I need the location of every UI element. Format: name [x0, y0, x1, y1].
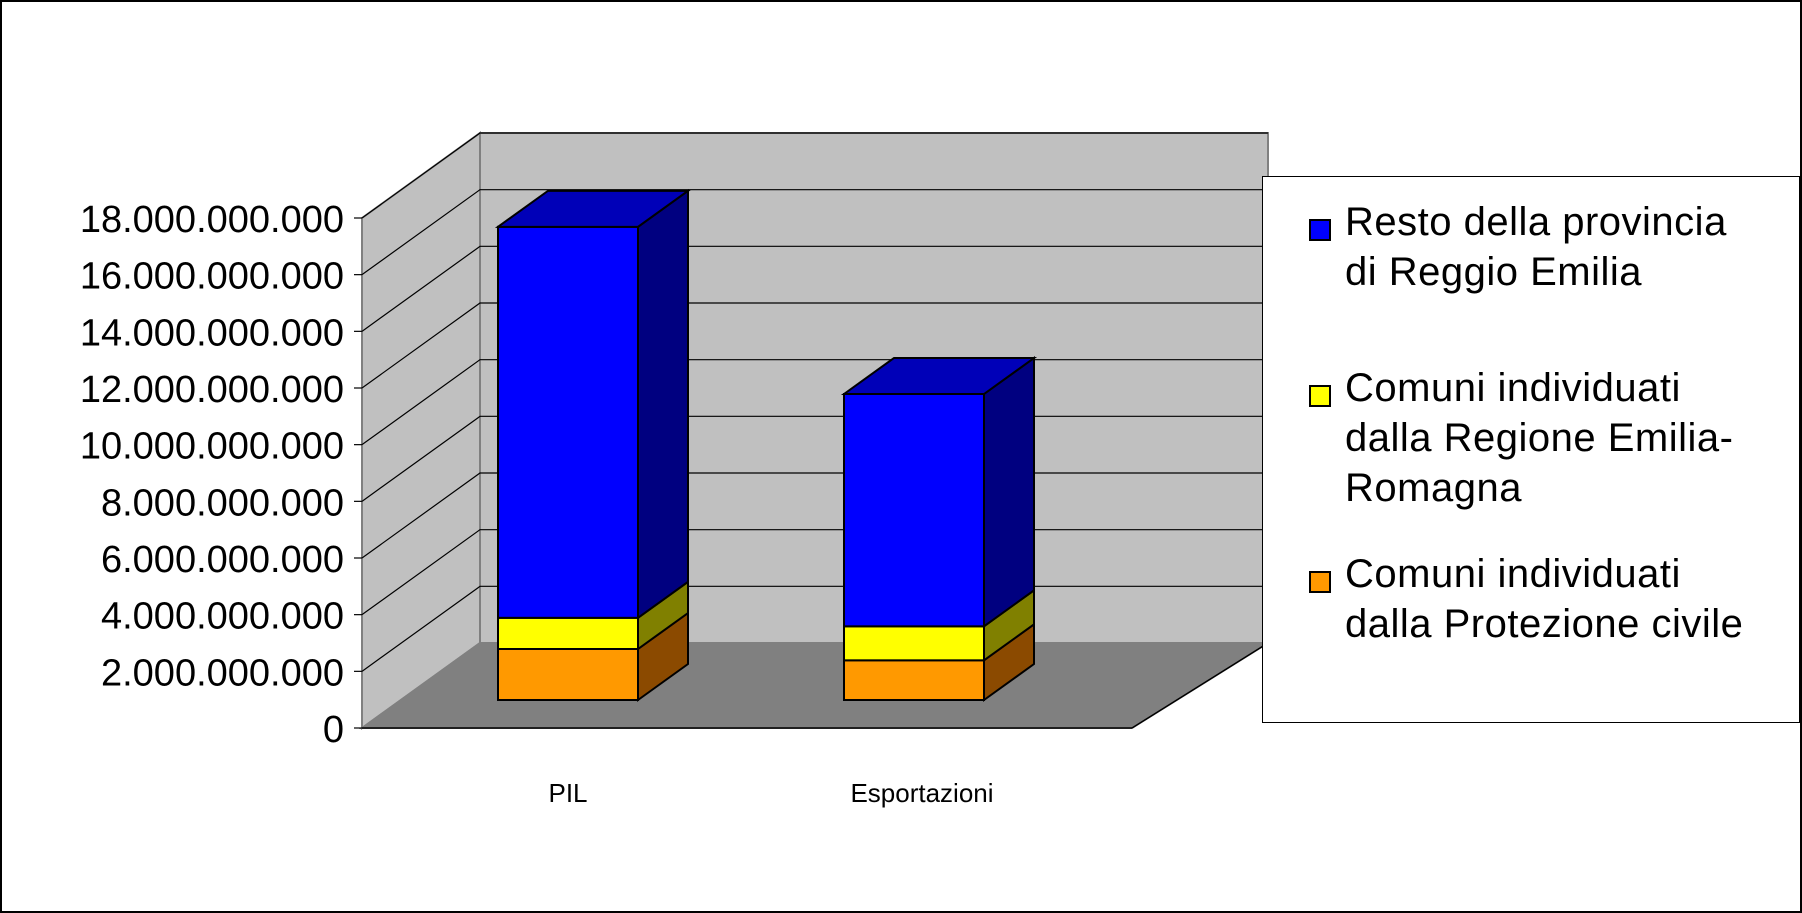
- bar-segment: [497, 648, 639, 701]
- bar-segment: [843, 659, 985, 701]
- legend-label-line: dalla Protezione civile: [1345, 602, 1744, 646]
- x-tick-label: PIL: [548, 778, 587, 808]
- bar-segment: [497, 616, 639, 650]
- y-tick-label: 10.000.000.000: [80, 426, 344, 468]
- legend-label-protezione: Comuni individuati dalla Protezione civi…: [1345, 549, 1795, 649]
- gridline: [361, 189, 1268, 276]
- y-axis-ticks: 0 2.000.000.000 4.000.000.000 6.000.000.000…: [80, 199, 362, 751]
- bar-top: [494, 189, 692, 228]
- floor-right-edge: [1131, 642, 1269, 729]
- y-tick-label: 16.000.000.000: [80, 256, 344, 298]
- bar-segment: [843, 625, 985, 662]
- y-tick-label: 8.000.000.000: [101, 482, 344, 524]
- legend-label-line: Comuni individuati: [1345, 366, 1681, 410]
- legend-swatch-protezione: [1309, 571, 1331, 593]
- legend-label-regione: Comuni individuati dalla Regione Emilia-…: [1345, 363, 1795, 513]
- legend-label-resto: Resto della provincia di Reggio Emilia: [1345, 197, 1795, 297]
- legend-swatch-resto: [1309, 219, 1331, 241]
- y-tick-label: 14.000.000.000: [80, 312, 344, 354]
- legend-label-line: Comuni individuati: [1345, 552, 1681, 596]
- y-tick-label: 4.000.000.000: [101, 596, 344, 638]
- legend-label-line: Romagna: [1345, 466, 1522, 510]
- gridline: [361, 302, 1268, 389]
- legend-swatch-regione: [1309, 385, 1331, 407]
- bar-segment: [497, 225, 639, 619]
- x-axis-ticks: PIL Esportazioni: [548, 778, 993, 808]
- side-wall: [361, 131, 481, 730]
- legend-label-line: Resto della provincia: [1345, 200, 1727, 244]
- bar-segment-side: [983, 356, 1035, 629]
- legend-label-line: dalla Regione Emilia-: [1345, 416, 1734, 460]
- legend-label-line: di Reggio Emilia: [1345, 250, 1643, 294]
- legend: Resto della provincia di Reggio Emilia C…: [1262, 176, 1800, 723]
- x-tick-label: Esportazioni: [850, 778, 993, 808]
- y-tick-label: 0: [323, 709, 344, 751]
- gridline: [361, 245, 1268, 332]
- bar-top: [840, 357, 1038, 395]
- bars: [494, 188, 1038, 702]
- gridline: [361, 132, 1268, 219]
- bar-segment: [843, 393, 985, 628]
- y-tick-label: 6.000.000.000: [101, 539, 344, 581]
- y-tick-label: 2.000.000.000: [101, 652, 344, 694]
- bar-segment-side: [637, 188, 689, 620]
- y-tick-label: 12.000.000.000: [80, 369, 344, 411]
- y-tick-label: 18.000.000.000: [80, 199, 344, 241]
